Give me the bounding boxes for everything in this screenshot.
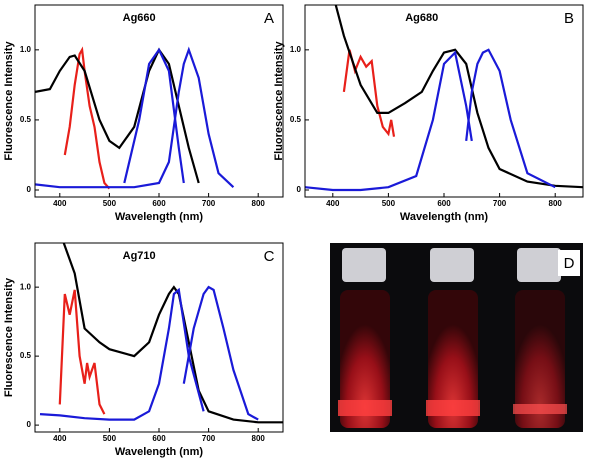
panel-label: D: [564, 255, 575, 272]
series-line: [342, 49, 396, 137]
x-tick-label: 400: [53, 199, 67, 208]
x-tick-label: 400: [53, 434, 67, 443]
y-tick-label: 1.0: [290, 45, 302, 54]
x-tick-label: 600: [437, 199, 451, 208]
series-line: [182, 285, 259, 421]
plot-frame: [304, 4, 584, 198]
vial: [426, 248, 480, 428]
y-tick-label: 0.5: [20, 115, 32, 124]
x-tick-label: 800: [549, 199, 563, 208]
y-tick-label: 0.5: [290, 115, 302, 124]
vial: [513, 248, 567, 428]
y-tick-label: 0: [297, 185, 302, 194]
y-tick-label: 0: [27, 185, 32, 194]
y-tick-label: 1.0: [20, 282, 32, 291]
chart: 400 500 600 700 800 0 0.5 1.0 Wavelength (nm) Flu…: [3, 242, 284, 458]
series-line: [63, 46, 111, 190]
chart-title: Ag680: [405, 12, 438, 24]
y-tick-label: 0.5: [20, 351, 32, 360]
chart: 400 500 600 700 800 0 0.5 1.0 Wavelength (nm) Flu…: [3, 4, 284, 223]
series-line: [62, 243, 283, 424]
vial: [338, 248, 392, 428]
series-line: [123, 47, 185, 184]
x-tick-label: 500: [382, 199, 396, 208]
x-tick-label: 800: [252, 199, 266, 208]
x-tick-label: 400: [326, 199, 340, 208]
x-axis-title: Wavelength (nm): [400, 211, 489, 223]
x-tick-label: 700: [202, 434, 216, 443]
series-line: [39, 287, 205, 421]
y-axis-title: Fluorescence Intensity: [3, 277, 15, 397]
series-line: [35, 46, 235, 189]
panel-label: B: [564, 10, 574, 27]
panel-label: C: [264, 248, 275, 265]
x-tick-label: 600: [152, 434, 166, 443]
chart-title: Ag660: [123, 12, 156, 24]
x-tick-label: 600: [152, 199, 166, 208]
x-tick-label: 700: [493, 199, 507, 208]
x-tick-label: 500: [103, 434, 117, 443]
photo-panel: D: [330, 243, 583, 432]
y-tick-label: 1.0: [20, 45, 32, 54]
panel-label: A: [264, 10, 274, 27]
x-tick-label: 700: [202, 199, 216, 208]
series-line: [334, 5, 583, 189]
x-tick-label: 500: [103, 199, 117, 208]
y-axis-title: Fluorescence Intensity: [273, 41, 285, 161]
series-line: [465, 48, 556, 189]
y-tick-label: 0: [27, 420, 32, 429]
x-tick-label: 800: [252, 434, 266, 443]
series-line: [305, 50, 473, 192]
y-axis-title: Fluorescence Intensity: [3, 41, 15, 161]
series-line: [35, 47, 200, 184]
label-box: [558, 250, 580, 276]
x-axis-title: Wavelength (nm): [115, 446, 204, 458]
chart: 400 500 600 700 800 0 0.5 1.0 Wavelength (nm) Flu…: [273, 4, 584, 223]
series-line: [58, 289, 106, 415]
chart-title: Ag710: [123, 250, 156, 262]
x-axis-title: Wavelength (nm): [115, 211, 204, 223]
